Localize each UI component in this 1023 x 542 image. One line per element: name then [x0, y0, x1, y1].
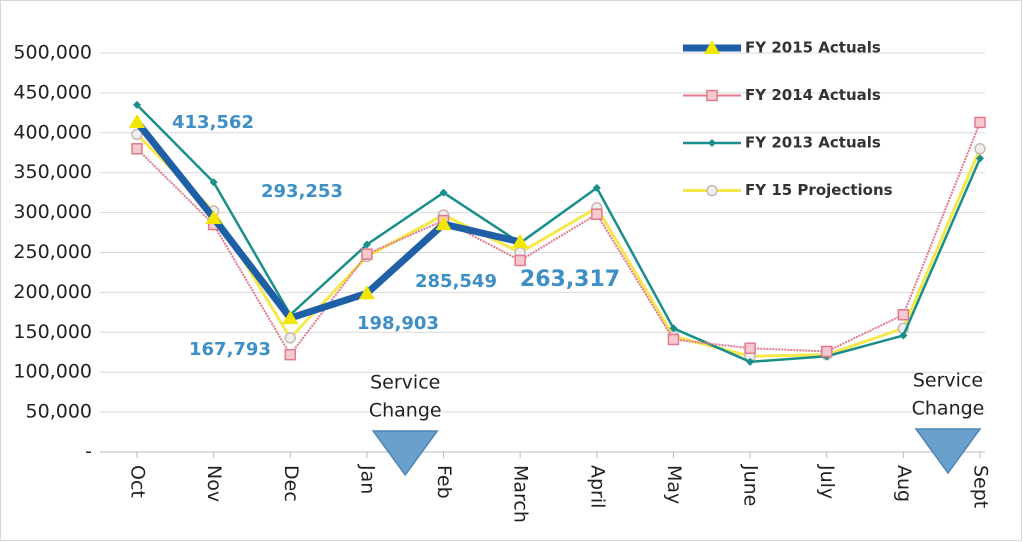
- legend-label: FY 15 Projections: [745, 181, 893, 199]
- series-line: [134, 119, 521, 322]
- series-line: [135, 133, 982, 358]
- series-marker: [976, 154, 984, 163]
- legend-label: FY 2015 Actuals: [745, 39, 881, 57]
- data-label: 167,793: [189, 339, 271, 360]
- data-label: 263,317: [520, 267, 620, 292]
- legend-marker: [704, 40, 720, 54]
- series-marker: [667, 333, 680, 346]
- series-marker: [435, 216, 452, 231]
- series-marker: [592, 183, 601, 192]
- series-marker: [744, 342, 756, 355]
- legend-label: FY 2013 Actuals: [745, 134, 881, 152]
- annotation-text: Change: [369, 400, 442, 422]
- legend-marker: [706, 89, 718, 102]
- series-marker: [129, 113, 145, 128]
- y-tick-label: -: [85, 441, 92, 463]
- y-tick-label: 50,000: [26, 401, 92, 423]
- x-tick-label: July: [816, 464, 838, 499]
- x-tick-label: May: [663, 465, 685, 504]
- x-tick-label: Feb: [433, 465, 455, 499]
- series-marker: [974, 116, 986, 129]
- legend-label: FY 2014 Actuals: [745, 86, 881, 104]
- y-tick-label: 200,000: [13, 281, 92, 303]
- series-marker: [133, 100, 141, 109]
- series-marker: [358, 285, 375, 300]
- series-marker: [820, 345, 833, 358]
- data-label: 413,562: [172, 112, 254, 133]
- series-marker: [439, 188, 448, 197]
- x-tick-label: June: [740, 464, 762, 506]
- series-marker: [974, 143, 986, 155]
- x-tick-label: Nov: [203, 465, 225, 502]
- series-marker: [514, 254, 526, 267]
- y-tick-label: 400,000: [13, 121, 92, 143]
- annotation-arrow: [371, 430, 439, 477]
- y-tick-label: 150,000: [13, 321, 92, 343]
- series-marker: [362, 240, 371, 249]
- series-line: [136, 103, 982, 364]
- annotation-arrow: [914, 428, 982, 475]
- y-tick-label: 350,000: [13, 161, 92, 183]
- x-tick-label: April: [586, 465, 608, 508]
- x-tick-label: Jan: [356, 464, 378, 494]
- series-marker: [746, 357, 755, 366]
- series-marker: [512, 233, 529, 248]
- series-marker: [897, 308, 910, 321]
- annotation-text: Service: [370, 372, 440, 394]
- series-marker: [209, 178, 218, 187]
- data-label: 293,253: [261, 181, 343, 202]
- series-marker: [131, 128, 143, 141]
- series-marker: [205, 209, 222, 224]
- x-tick-label: Sept: [970, 465, 992, 508]
- annotation-text: Service: [913, 370, 983, 392]
- annotation-text: Change: [912, 398, 985, 420]
- y-tick-label: 250,000: [13, 241, 92, 263]
- y-tick-label: 300,000: [13, 201, 92, 223]
- series-marker: [899, 331, 908, 340]
- series-marker: [361, 248, 373, 260]
- data-label: 198,903: [357, 313, 439, 334]
- series-marker: [131, 143, 143, 155]
- series-marker: [284, 332, 297, 344]
- series-marker: [669, 324, 678, 333]
- x-tick-label: Oct: [127, 465, 149, 498]
- series-line: [136, 122, 981, 356]
- series-marker: [282, 310, 299, 325]
- series-marker: [284, 348, 297, 361]
- series-marker: [591, 208, 603, 220]
- x-tick-label: Aug: [893, 465, 915, 502]
- y-tick-label: 450,000: [13, 81, 92, 103]
- x-tick-label: Dec: [280, 465, 302, 502]
- legend-marker: [708, 139, 716, 147]
- legend-marker: [706, 184, 718, 197]
- x-tick-label: March: [510, 465, 532, 523]
- data-label: 285,549: [415, 271, 497, 292]
- y-tick-label: 500,000: [13, 42, 92, 64]
- y-tick-label: 100,000: [13, 361, 92, 383]
